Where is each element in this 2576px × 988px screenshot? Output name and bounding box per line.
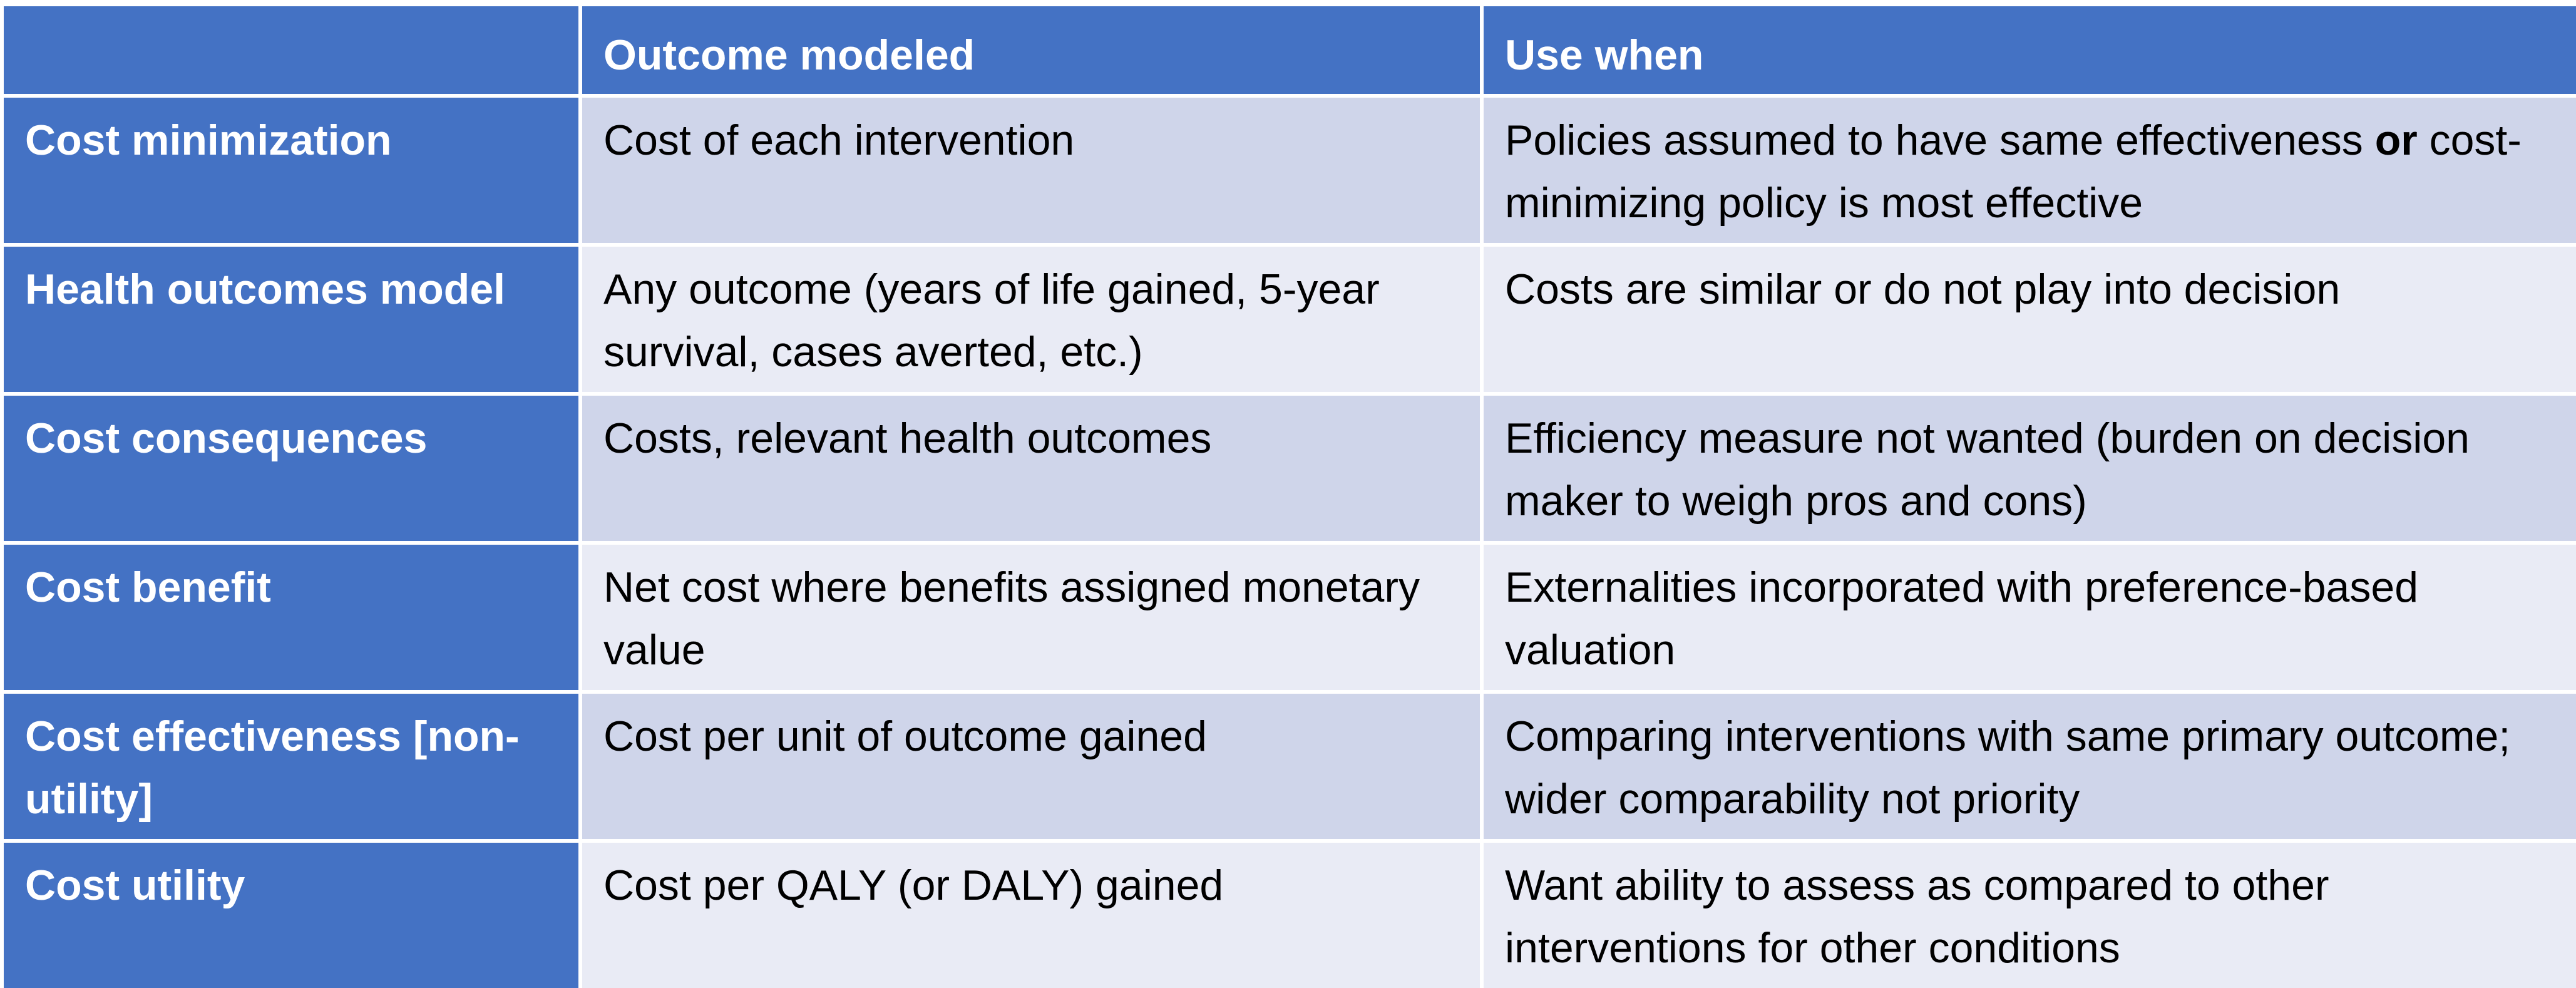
cell-use-when: Costs are similar or do not play into de… bbox=[1484, 247, 2576, 392]
cell-use-when: Comparing interventions with same primar… bbox=[1484, 694, 2576, 839]
cell-outcome: Cost per unit of outcome gained bbox=[582, 694, 1480, 839]
cell-use-when: Want ability to assess as compared to ot… bbox=[1484, 843, 2576, 988]
header-cell-outcome-modeled: Outcome modeled bbox=[582, 6, 1480, 94]
header-cell-use-when: Use when bbox=[1484, 6, 2576, 94]
cell-use-when-text-cont: cost-minimizing policy is most effective bbox=[1505, 116, 2522, 227]
cell-outcome: Any outcome (years of life gained, 5-yea… bbox=[582, 247, 1480, 392]
cell-outcome: Cost per QALY (or DALY) gained bbox=[582, 843, 1480, 988]
row-label-cost-effectiveness: Cost effectiveness [non-utility] bbox=[4, 694, 578, 839]
row-label-health-outcomes-model: Health outcomes model bbox=[4, 247, 578, 392]
header-cell-empty bbox=[4, 6, 578, 94]
cell-use-when: Efficiency measure not wanted (burden on… bbox=[1484, 396, 2576, 541]
row-label-cost-minimization: Cost minimization bbox=[4, 98, 578, 243]
cell-use-when-text: Policies assumed to have same effectiven… bbox=[1505, 116, 2375, 164]
row-label-cost-utility: Cost utility bbox=[4, 843, 578, 988]
row-label-cost-benefit: Cost benefit bbox=[4, 545, 578, 690]
cell-outcome: Costs, relevant health outcomes bbox=[582, 396, 1480, 541]
row-label-cost-consequences: Cost consequences bbox=[4, 396, 578, 541]
cell-use-when: Externalities incorporated with preferen… bbox=[1484, 545, 2576, 690]
cell-use-when-bold: or bbox=[2374, 116, 2418, 164]
cell-outcome: Cost of each intervention bbox=[582, 98, 1480, 243]
cell-use-when: Policies assumed to have same effectiven… bbox=[1484, 98, 2576, 243]
cell-outcome: Net cost where benefits assigned monetar… bbox=[582, 545, 1480, 690]
